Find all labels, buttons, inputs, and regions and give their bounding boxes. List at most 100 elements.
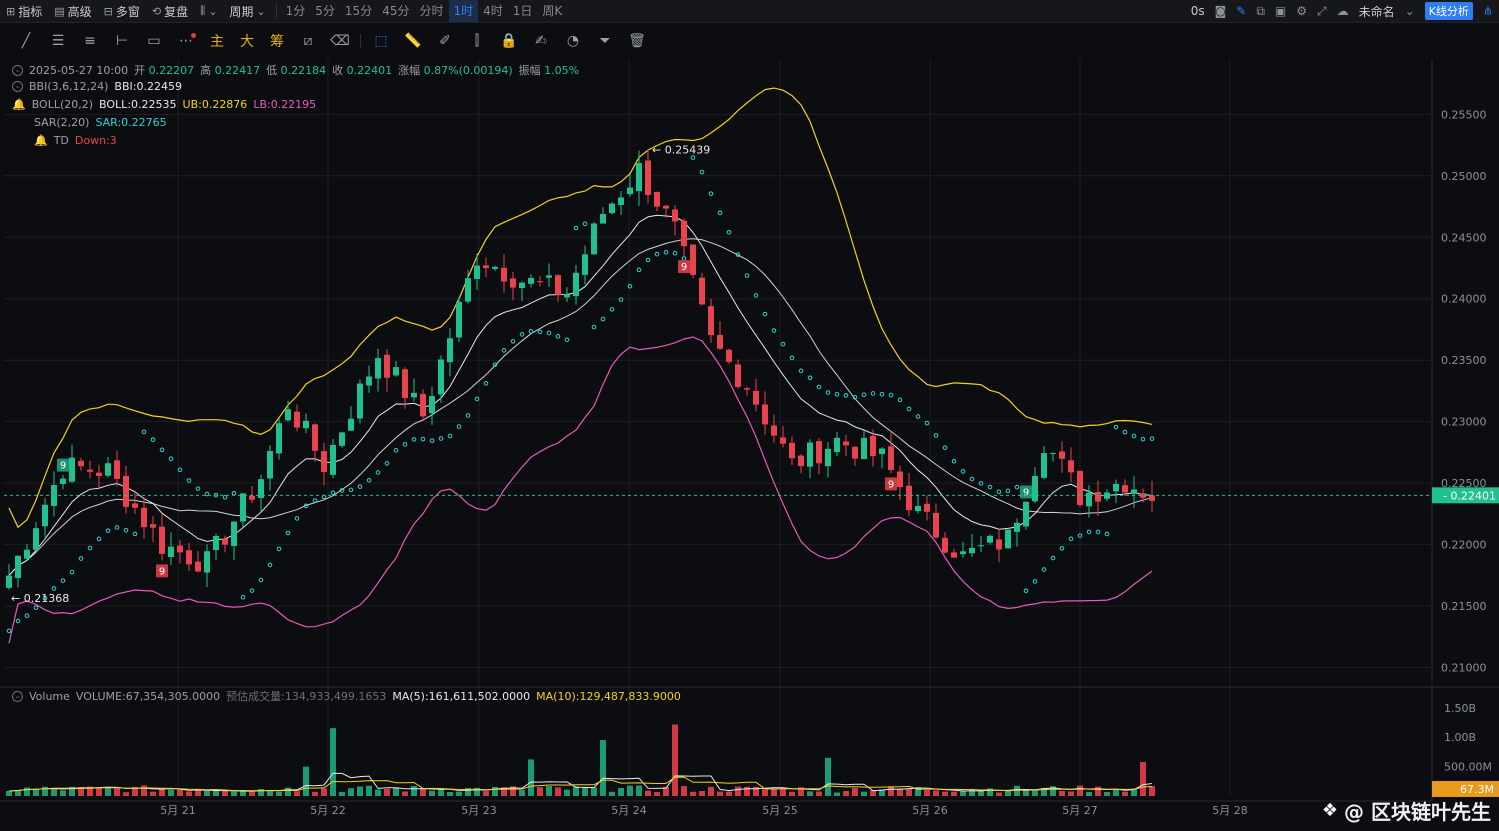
sar-dot: [591, 324, 597, 330]
kline-analysis-button[interactable]: K线分析: [1424, 2, 1473, 20]
chips-button[interactable]: 筹: [270, 34, 284, 50]
sar-dot: [438, 436, 444, 441]
volume-bar: [519, 789, 525, 796]
volume-bar: [690, 791, 696, 796]
lock-icon[interactable]: 🔒: [500, 33, 518, 49]
candle-body: [78, 460, 84, 467]
volume-bar: [1095, 786, 1101, 796]
advanced-button[interactable]: ▤ 高级: [54, 4, 92, 19]
big-order-button[interactable]: 大: [240, 34, 254, 50]
sar-dot: [906, 406, 912, 412]
volume-bar: [483, 791, 489, 796]
hlines-icon[interactable]: ☰: [51, 33, 65, 49]
x-tick-label: 5月 22: [310, 804, 346, 817]
price-tick-label: 0.23500: [1441, 354, 1487, 367]
sar-dot: [951, 458, 957, 464]
td-mark: 9: [156, 564, 168, 578]
candle-body: [195, 561, 201, 572]
volume-bar: [906, 788, 912, 796]
timeframe-tab[interactable]: 1分: [285, 4, 306, 18]
indicator-button[interactable]: ⊞ 指标: [6, 4, 43, 19]
collapse-icon[interactable]: ⌄: [12, 81, 23, 92]
sar-dot: [348, 487, 354, 493]
eraser-icon[interactable]: ⌫: [330, 33, 350, 49]
filter-icon[interactable]: ⏷: [599, 33, 611, 49]
timeframe-tab[interactable]: 分时: [419, 4, 444, 18]
brush-icon[interactable]: ✐: [439, 33, 451, 49]
volume-bar: [393, 788, 399, 796]
sar-dot: [726, 229, 732, 235]
popout-icon[interactable]: ⧉: [1256, 3, 1265, 18]
timeframe-tab[interactable]: 5分: [315, 4, 335, 18]
candle-body: [861, 437, 867, 460]
trendline-icon[interactable]: ╱: [21, 33, 31, 49]
sar-dot: [42, 595, 48, 601]
candle-body: [726, 349, 732, 362]
chevron-down-icon: ⌄: [1404, 4, 1415, 18]
candle-body: [447, 338, 453, 363]
rectangle-icon[interactable]: ▭: [147, 33, 161, 49]
trash-icon[interactable]: 🗑: [628, 33, 646, 49]
collapse-icon[interactable]: ⌄: [12, 64, 23, 76]
candles-icon[interactable]: ⫿: [474, 33, 480, 49]
candle-body: [33, 528, 39, 550]
ruler-icon[interactable]: 📏: [404, 33, 422, 49]
sar-dot: [456, 424, 462, 429]
collapse-icon[interactable]: ⌄: [12, 690, 23, 702]
grid: [4, 59, 1432, 796]
image-icon[interactable]: ▣: [1274, 4, 1287, 18]
main-force-button[interactable]: 主: [210, 34, 224, 50]
candle-body: [636, 163, 642, 192]
camera-icon[interactable]: ◙: [1214, 4, 1227, 18]
theme-icon[interactable]: ◔: [566, 33, 580, 49]
price-chart[interactable]: 0.25500 0.25000 0.24500 0.24000 0.23500 0.230…: [0, 59, 1499, 831]
candle-body: [1068, 460, 1074, 473]
sar-dot: [888, 392, 894, 398]
volume-legend: ⌄ Volume VOLUME:67,354,305.0000 预估成交量:13…: [12, 688, 681, 704]
pen-icon[interactable]: ✎: [1236, 4, 1247, 18]
candle-body: [483, 265, 489, 269]
sar-dot: [1005, 488, 1011, 494]
volume-bar: [627, 785, 633, 796]
sar-dot: [573, 225, 579, 231]
td-mark-label: 9: [1023, 487, 1029, 498]
timeframe-tab[interactable]: 周K: [542, 4, 563, 18]
select-icon[interactable]: ⬚: [374, 33, 388, 49]
candle-body: [87, 469, 93, 472]
bell-icon[interactable]: 🔔: [34, 134, 48, 147]
volume-bar: [1041, 787, 1047, 796]
sar-dot: [933, 433, 939, 438]
timeframe-tab[interactable]: 45分: [382, 4, 410, 18]
timeframe-tab[interactable]: 1日: [512, 4, 533, 18]
timeframe-tab[interactable]: 1时: [448, 0, 479, 22]
magnet-icon[interactable]: ⧄: [303, 33, 313, 49]
fullscreen-icon[interactable]: ⤢: [1317, 3, 1327, 18]
volume-bar: [582, 787, 588, 796]
price-tick-label: 0.25000: [1441, 170, 1487, 183]
bbi-line: [8, 214, 1153, 576]
timeframe-tab[interactable]: 4时: [483, 4, 503, 18]
sar-dot: [744, 273, 750, 278]
volume-bar: [816, 791, 822, 796]
parallel-icon[interactable]: ≡: [84, 33, 96, 49]
ohlc-legend: ⌄ 2025-05-27 10:00 开 0.22207 高 0.22417 低…: [12, 62, 579, 78]
hline-icon[interactable]: ⊢: [115, 33, 129, 49]
price-tick-label: 0.23000: [1441, 416, 1487, 429]
sar-dot: [474, 396, 480, 402]
account-name[interactable]: 未命名: [1358, 4, 1395, 19]
cloud-icon[interactable]: ☁: [1336, 4, 1349, 18]
replay-button[interactable]: ⟲ 复盘: [151, 4, 189, 19]
sar-dot: [276, 546, 282, 552]
timeframe-tab[interactable]: 15分: [344, 4, 373, 18]
candle-body: [528, 277, 534, 284]
price-tick-label: 0.22500: [1441, 477, 1487, 490]
share-icon[interactable]: ⋔: [1482, 4, 1493, 18]
note-icon[interactable]: ✍: [535, 33, 547, 49]
bell-icon[interactable]: 🔔: [12, 98, 26, 111]
period-dropdown[interactable]: 周期 ⌄: [229, 4, 266, 19]
candle-body: [15, 555, 21, 579]
more-icon[interactable]: ⋯: [170, 23, 202, 59]
gear-icon[interactable]: ⚙: [1296, 4, 1308, 18]
chart-type-button[interactable]: ⫼ ⌄: [194, 0, 223, 22]
multi-window-button[interactable]: ⊟ 多窗: [103, 4, 140, 19]
